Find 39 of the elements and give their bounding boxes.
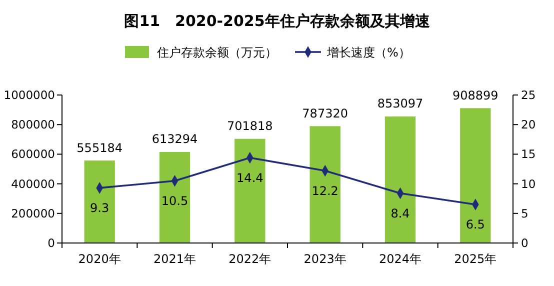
bar	[159, 152, 190, 244]
bar	[234, 138, 266, 244]
legend-label: 增长速度（%）	[326, 46, 410, 60]
bar	[310, 126, 340, 244]
bar	[84, 160, 115, 244]
data-label: 10.5	[161, 194, 188, 208]
data-label: 8.4	[390, 206, 410, 220]
y2-tick-label: 10	[521, 176, 536, 191]
y-tick-label: 800000	[11, 118, 55, 132]
data-label: 12.2	[312, 184, 338, 198]
chart-title: 图11 2020-2025年住户存款余额及其增速	[124, 12, 431, 30]
y-tick-label: 1000000	[4, 88, 55, 102]
y-tick-label: 400000	[11, 176, 55, 191]
x-tick-label: 2021年	[153, 252, 196, 266]
data-label: 787320	[302, 106, 348, 120]
data-label: 853097	[377, 96, 424, 111]
data-label: 14.4	[236, 170, 264, 185]
y-tick-label: 0	[48, 236, 55, 250]
data-label: 555184	[76, 140, 122, 155]
bar	[384, 116, 416, 244]
data-label: 9.3	[90, 200, 110, 215]
data-label: 908899	[452, 88, 498, 102]
legend-label: 住户存款余额（万元）	[156, 46, 277, 60]
y2-tick-label: 5	[521, 206, 528, 220]
data-label: 701818	[227, 119, 273, 134]
y-tick-label: 600000	[11, 147, 55, 162]
x-tick-label: 2022年	[228, 252, 272, 266]
y-tick-label: 200000	[11, 206, 55, 220]
y2-tick-label: 15	[521, 147, 536, 162]
y2-tick-label: 25	[521, 88, 536, 102]
y2-tick-label: 0	[521, 236, 528, 250]
data-label: 6.5	[466, 218, 485, 232]
x-tick-label: 2025年	[454, 252, 497, 266]
bar	[460, 108, 491, 244]
x-tick-label: 2023年	[304, 252, 346, 266]
y2-tick-label: 20	[521, 118, 536, 132]
x-tick-label: 2020年	[78, 252, 121, 266]
x-tick-label: 2024年	[378, 252, 422, 266]
data-label: 613294	[152, 132, 198, 146]
